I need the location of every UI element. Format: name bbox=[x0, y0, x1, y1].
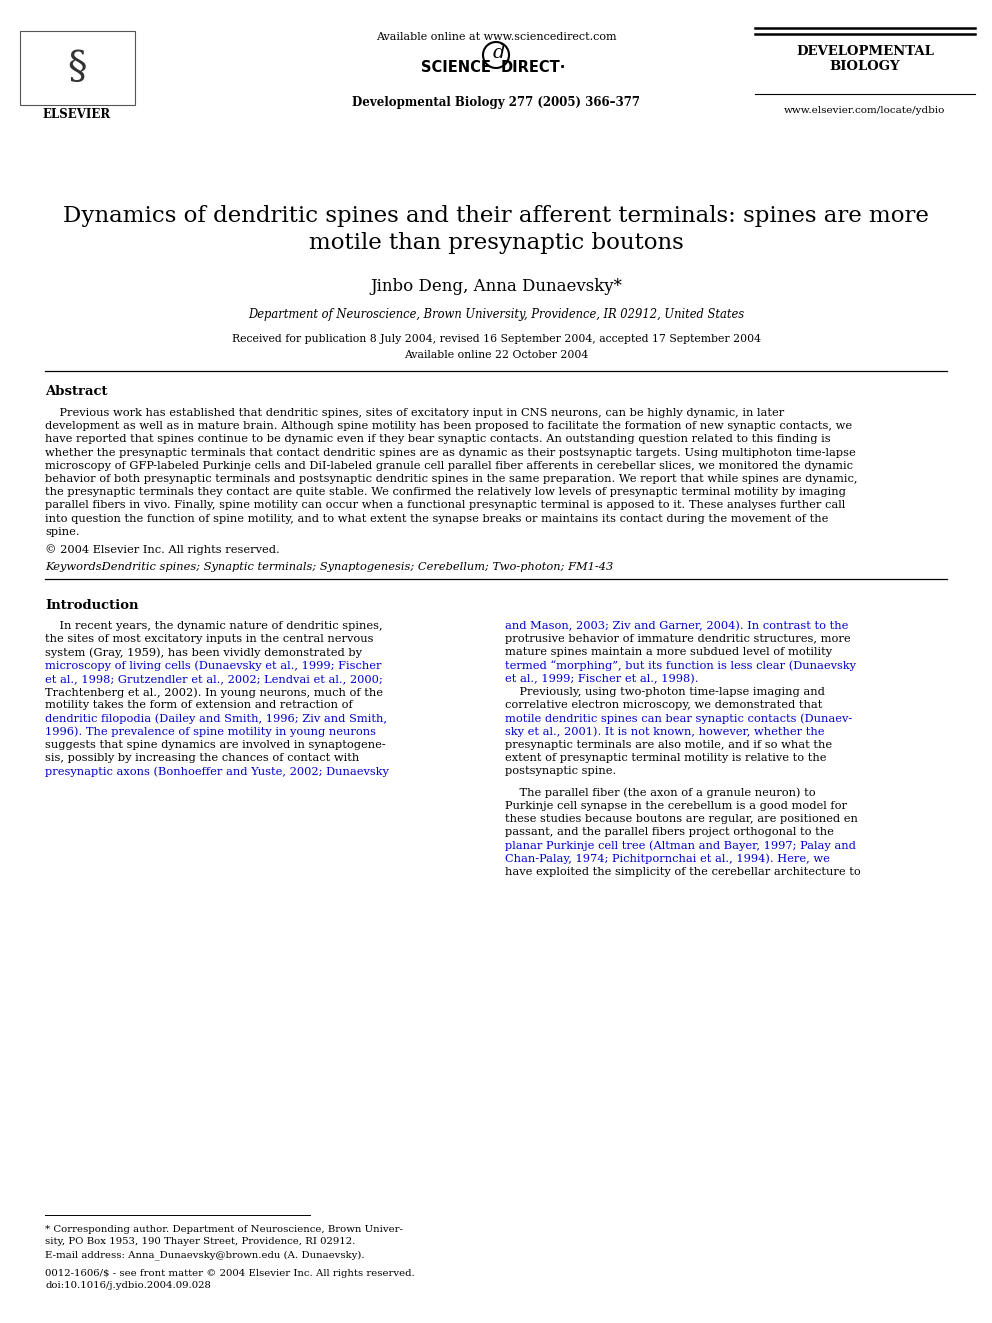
Text: motility takes the form of extension and retraction of: motility takes the form of extension and… bbox=[45, 700, 353, 710]
Text: Dendritic spines; Synaptic terminals; Synaptogenesis; Cerebellum; Two-photon; FM: Dendritic spines; Synaptic terminals; Sy… bbox=[98, 562, 613, 572]
Text: the sites of most excitatory inputs in the central nervous: the sites of most excitatory inputs in t… bbox=[45, 634, 374, 644]
Text: planar Purkinje cell tree (Altman and Bayer, 1997; Palay and: planar Purkinje cell tree (Altman and Ba… bbox=[505, 840, 856, 851]
Text: ELSEVIER: ELSEVIER bbox=[43, 108, 111, 120]
Text: The parallel fiber (the axon of a granule neuron) to: The parallel fiber (the axon of a granul… bbox=[505, 787, 815, 798]
Text: spine.: spine. bbox=[45, 527, 79, 537]
Text: Available online at www.sciencedirect.com: Available online at www.sciencedirect.co… bbox=[376, 32, 616, 42]
Text: www.elsevier.com/locate/ydbio: www.elsevier.com/locate/ydbio bbox=[785, 106, 945, 115]
Text: into question the function of spine motility, and to what extent the synapse bre: into question the function of spine moti… bbox=[45, 513, 828, 524]
Text: protrusive behavior of immature dendritic structures, more: protrusive behavior of immature dendriti… bbox=[505, 634, 850, 644]
Text: sis, possibly by increasing the chances of contact with: sis, possibly by increasing the chances … bbox=[45, 753, 359, 763]
Text: Purkinje cell synapse in the cerebellum is a good model for: Purkinje cell synapse in the cerebellum … bbox=[505, 800, 847, 811]
Text: Introduction: Introduction bbox=[45, 599, 139, 613]
Text: SCIENCE: SCIENCE bbox=[422, 60, 491, 75]
Text: Previous work has established that dendritic spines, sites of excitatory input i: Previous work has established that dendr… bbox=[45, 407, 785, 418]
Text: Received for publication 8 July 2004, revised 16 September 2004, accepted 17 Sep: Received for publication 8 July 2004, re… bbox=[231, 333, 761, 344]
Text: Available online 22 October 2004: Available online 22 October 2004 bbox=[404, 351, 588, 360]
Text: Previously, using two-photon time-lapse imaging and: Previously, using two-photon time-lapse … bbox=[505, 687, 825, 697]
Text: sky et al., 2001). It is not known, however, whether the: sky et al., 2001). It is not known, howe… bbox=[505, 726, 824, 737]
Text: © 2004 Elsevier Inc. All rights reserved.: © 2004 Elsevier Inc. All rights reserved… bbox=[45, 544, 280, 554]
Text: mature spines maintain a more subdued level of motility: mature spines maintain a more subdued le… bbox=[505, 647, 832, 658]
Text: presynaptic terminals are also motile, and if so what the: presynaptic terminals are also motile, a… bbox=[505, 740, 832, 750]
Text: suggests that spine dynamics are involved in synaptogene-: suggests that spine dynamics are involve… bbox=[45, 740, 386, 750]
Text: Keywords:: Keywords: bbox=[45, 562, 105, 572]
Bar bbox=[20, 30, 135, 105]
Text: motile than presynaptic boutons: motile than presynaptic boutons bbox=[309, 232, 683, 254]
Text: correlative electron microscopy, we demonstrated that: correlative electron microscopy, we demo… bbox=[505, 700, 822, 710]
Text: postsynaptic spine.: postsynaptic spine. bbox=[505, 766, 616, 777]
Text: motile dendritic spines can bear synaptic contacts (Dunaev-: motile dendritic spines can bear synapti… bbox=[505, 713, 852, 724]
Text: the presynaptic terminals they contact are quite stable. We confirmed the relati: the presynaptic terminals they contact a… bbox=[45, 487, 846, 497]
Text: Jinbo Deng, Anna Dunaevsky*: Jinbo Deng, Anna Dunaevsky* bbox=[370, 278, 622, 295]
Text: dendritic filopodia (Dailey and Smith, 1996; Ziv and Smith,: dendritic filopodia (Dailey and Smith, 1… bbox=[45, 713, 387, 724]
Text: DIRECT·: DIRECT· bbox=[501, 60, 566, 75]
Text: d: d bbox=[493, 44, 505, 62]
Text: Trachtenberg et al., 2002). In young neurons, much of the: Trachtenberg et al., 2002). In young neu… bbox=[45, 687, 383, 697]
Text: and Mason, 2003; Ziv and Garner, 2004). In contrast to the: and Mason, 2003; Ziv and Garner, 2004). … bbox=[505, 620, 848, 631]
Text: parallel fibers in vivo. Finally, spine motility can occur when a functional pre: parallel fibers in vivo. Finally, spine … bbox=[45, 500, 845, 511]
Text: 0012-1606/$ - see front matter © 2004 Elsevier Inc. All rights reserved.: 0012-1606/$ - see front matter © 2004 El… bbox=[45, 1269, 415, 1278]
Text: extent of presynaptic terminal motility is relative to the: extent of presynaptic terminal motility … bbox=[505, 753, 826, 763]
Text: Abstract: Abstract bbox=[45, 385, 107, 398]
Text: passant, and the parallel fibers project orthogonal to the: passant, and the parallel fibers project… bbox=[505, 827, 834, 837]
Text: §: § bbox=[67, 49, 86, 86]
Text: presynaptic axons (Bonhoeffer and Yuste, 2002; Dunaevsky: presynaptic axons (Bonhoeffer and Yuste,… bbox=[45, 766, 389, 777]
Text: microscopy of GFP-labeled Purkinje cells and DiI-labeled granule cell parallel f: microscopy of GFP-labeled Purkinje cells… bbox=[45, 460, 853, 471]
Text: have reported that spines continue to be dynamic even if they bear synaptic cont: have reported that spines continue to be… bbox=[45, 434, 830, 445]
Text: system (Gray, 1959), has been vividly demonstrated by: system (Gray, 1959), has been vividly de… bbox=[45, 647, 362, 658]
Text: microscopy of living cells (Dunaevsky et al., 1999; Fischer: microscopy of living cells (Dunaevsky et… bbox=[45, 660, 382, 671]
Text: Developmental Biology 277 (2005) 366–377: Developmental Biology 277 (2005) 366–377 bbox=[352, 97, 640, 108]
Text: have exploited the simplicity of the cerebellar architecture to: have exploited the simplicity of the cer… bbox=[505, 867, 861, 877]
Text: Chan-Palay, 1974; Pichitpornchai et al., 1994). Here, we: Chan-Palay, 1974; Pichitpornchai et al.,… bbox=[505, 853, 830, 864]
Text: 1996). The prevalence of spine motility in young neurons: 1996). The prevalence of spine motility … bbox=[45, 726, 376, 737]
Text: Department of Neuroscience, Brown University, Providence, IR 02912, United State: Department of Neuroscience, Brown Univer… bbox=[248, 308, 744, 321]
Text: doi:10.1016/j.ydbio.2004.09.028: doi:10.1016/j.ydbio.2004.09.028 bbox=[45, 1281, 211, 1290]
Text: et al., 1998; Grutzendler et al., 2002; Lendvai et al., 2000;: et al., 1998; Grutzendler et al., 2002; … bbox=[45, 673, 383, 684]
Text: whether the presynaptic terminals that contact dendritic spines are as dynamic a: whether the presynaptic terminals that c… bbox=[45, 447, 856, 458]
Text: sity, PO Box 1953, 190 Thayer Street, Providence, RI 02912.: sity, PO Box 1953, 190 Thayer Street, Pr… bbox=[45, 1237, 355, 1246]
Text: termed “morphing”, but its function is less clear (Dunaevsky: termed “morphing”, but its function is l… bbox=[505, 660, 856, 671]
Text: development as well as in mature brain. Although spine motility has been propose: development as well as in mature brain. … bbox=[45, 421, 852, 431]
Text: DEVELOPMENTAL: DEVELOPMENTAL bbox=[796, 45, 933, 58]
Text: these studies because boutons are regular, are positioned en: these studies because boutons are regula… bbox=[505, 814, 858, 824]
Text: Dynamics of dendritic spines and their afferent terminals: spines are more: Dynamics of dendritic spines and their a… bbox=[63, 205, 929, 228]
Text: E-mail address: Anna_Dunaevsky@brown.edu (A. Dunaevsky).: E-mail address: Anna_Dunaevsky@brown.edu… bbox=[45, 1250, 365, 1259]
Text: In recent years, the dynamic nature of dendritic spines,: In recent years, the dynamic nature of d… bbox=[45, 620, 383, 631]
Text: behavior of both presynaptic terminals and postsynaptic dendritic spines in the : behavior of both presynaptic terminals a… bbox=[45, 474, 857, 484]
Text: et al., 1999; Fischer et al., 1998).: et al., 1999; Fischer et al., 1998). bbox=[505, 673, 698, 684]
Text: * Corresponding author. Department of Neuroscience, Brown Univer-: * Corresponding author. Department of Ne… bbox=[45, 1225, 403, 1234]
Text: BIOLOGY: BIOLOGY bbox=[829, 60, 901, 73]
